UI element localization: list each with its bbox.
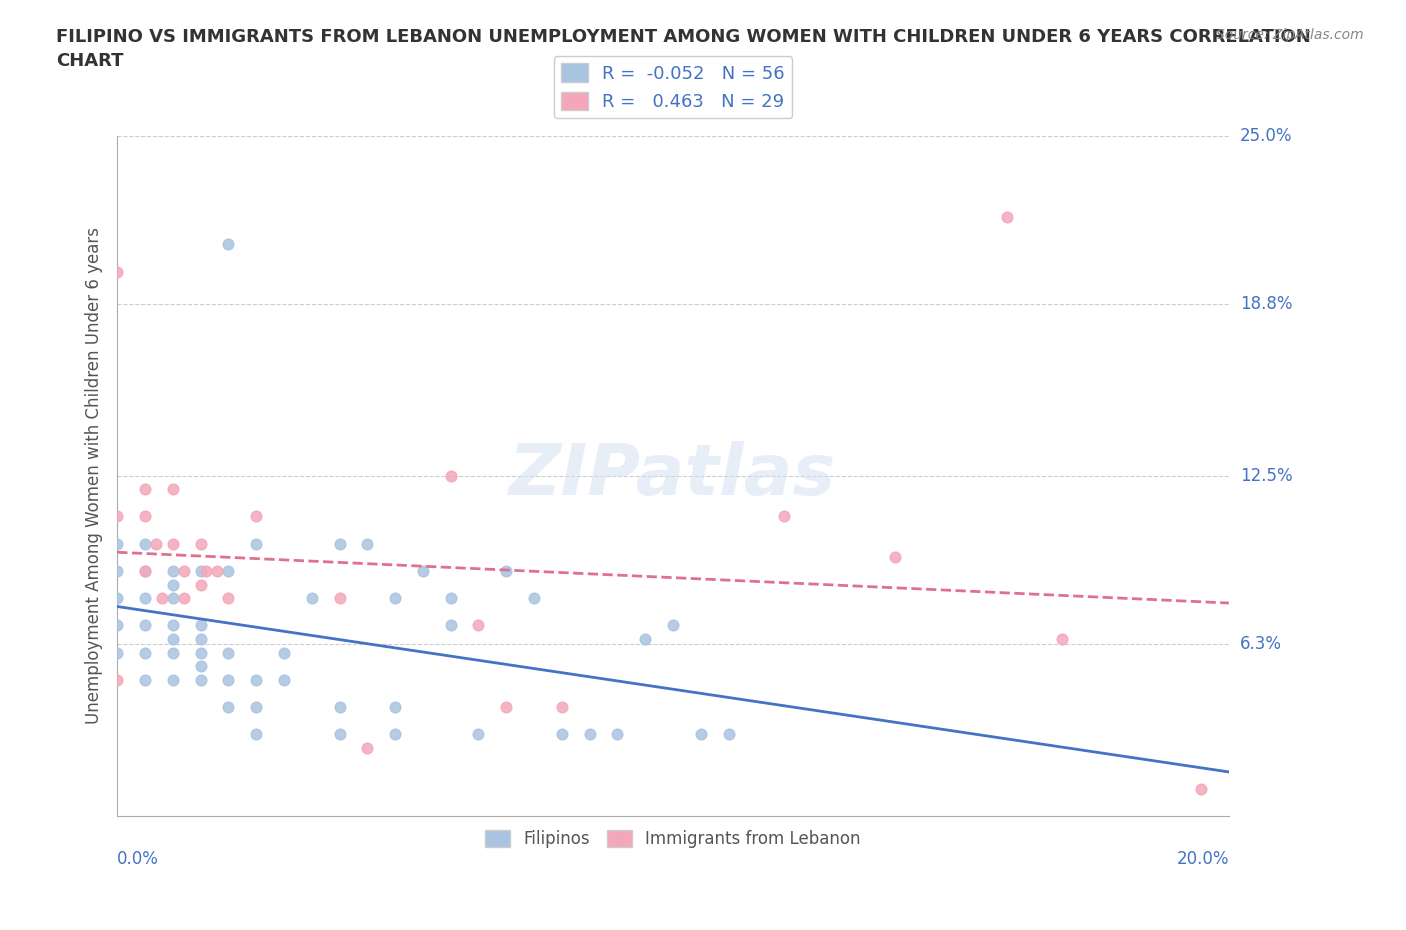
Point [173, 564, 195, 578]
Point [440, 618, 463, 632]
Point [884, 550, 907, 565]
Point [195, 564, 218, 578]
Point [207, 564, 229, 578]
Point [467, 618, 489, 632]
Point [217, 645, 239, 660]
Point [551, 699, 574, 714]
Point [217, 591, 239, 605]
Point [384, 699, 406, 714]
Point [105, 672, 128, 687]
Point [773, 509, 796, 524]
Text: 0.0%: 0.0% [117, 851, 159, 869]
Point [717, 726, 740, 741]
Point [662, 618, 685, 632]
Point [190, 658, 212, 673]
Point [162, 645, 184, 660]
Point [245, 726, 267, 741]
Point [190, 672, 212, 687]
Point [134, 564, 156, 578]
Point [217, 237, 239, 252]
Point [105, 591, 128, 605]
Legend: Filipinos, Immigrants from Lebanon: Filipinos, Immigrants from Lebanon [478, 824, 868, 855]
Text: 20.0%: 20.0% [1177, 851, 1229, 869]
Point [190, 618, 212, 632]
Point [173, 591, 195, 605]
Point [217, 564, 239, 578]
Text: 6.3%: 6.3% [1240, 635, 1282, 654]
Point [190, 631, 212, 646]
Point [134, 509, 156, 524]
Point [162, 537, 184, 551]
Point [162, 578, 184, 592]
Point [606, 726, 628, 741]
Point [634, 631, 657, 646]
Point [134, 618, 156, 632]
Point [134, 564, 156, 578]
Point [273, 672, 295, 687]
Point [328, 537, 350, 551]
Point [273, 645, 295, 660]
Point [145, 537, 167, 551]
Point [356, 537, 378, 551]
Point [162, 618, 184, 632]
Text: FILIPINO VS IMMIGRANTS FROM LEBANON UNEMPLOYMENT AMONG WOMEN WITH CHILDREN UNDER: FILIPINO VS IMMIGRANTS FROM LEBANON UNEM… [56, 28, 1310, 70]
Point [384, 591, 406, 605]
Point [995, 210, 1018, 225]
Point [440, 468, 463, 483]
Point [245, 509, 267, 524]
Point [190, 564, 212, 578]
Point [328, 699, 350, 714]
Point [105, 618, 128, 632]
Point [1189, 781, 1212, 796]
Point [162, 631, 184, 646]
Point [190, 645, 212, 660]
Point [523, 591, 546, 605]
Point [162, 672, 184, 687]
Point [134, 672, 156, 687]
Text: 18.8%: 18.8% [1240, 296, 1292, 313]
Point [245, 699, 267, 714]
Point [467, 726, 489, 741]
Point [134, 645, 156, 660]
Point [105, 645, 128, 660]
Y-axis label: Unemployment Among Women with Children Under 6 years: Unemployment Among Women with Children U… [86, 227, 103, 724]
Point [328, 591, 350, 605]
Point [689, 726, 711, 741]
Point [150, 591, 173, 605]
Point [412, 564, 434, 578]
Point [440, 591, 463, 605]
Point [1050, 631, 1073, 646]
Text: ZIPatlas: ZIPatlas [509, 441, 837, 511]
Point [105, 509, 128, 524]
Point [328, 726, 350, 741]
Point [301, 591, 323, 605]
Point [162, 482, 184, 497]
Point [495, 564, 517, 578]
Point [190, 578, 212, 592]
Point [217, 672, 239, 687]
Point [578, 726, 600, 741]
Text: Source: ZipAtlas.com: Source: ZipAtlas.com [1216, 28, 1364, 42]
Point [134, 537, 156, 551]
Point [134, 591, 156, 605]
Point [105, 537, 128, 551]
Point [134, 482, 156, 497]
Point [245, 672, 267, 687]
Point [551, 726, 574, 741]
Text: 12.5%: 12.5% [1240, 467, 1292, 485]
Point [495, 699, 517, 714]
Point [105, 264, 128, 279]
Point [105, 564, 128, 578]
Point [190, 537, 212, 551]
Point [384, 726, 406, 741]
Point [162, 591, 184, 605]
Point [245, 537, 267, 551]
Point [162, 564, 184, 578]
Point [217, 699, 239, 714]
Text: 25.0%: 25.0% [1240, 126, 1292, 144]
Point [356, 740, 378, 755]
